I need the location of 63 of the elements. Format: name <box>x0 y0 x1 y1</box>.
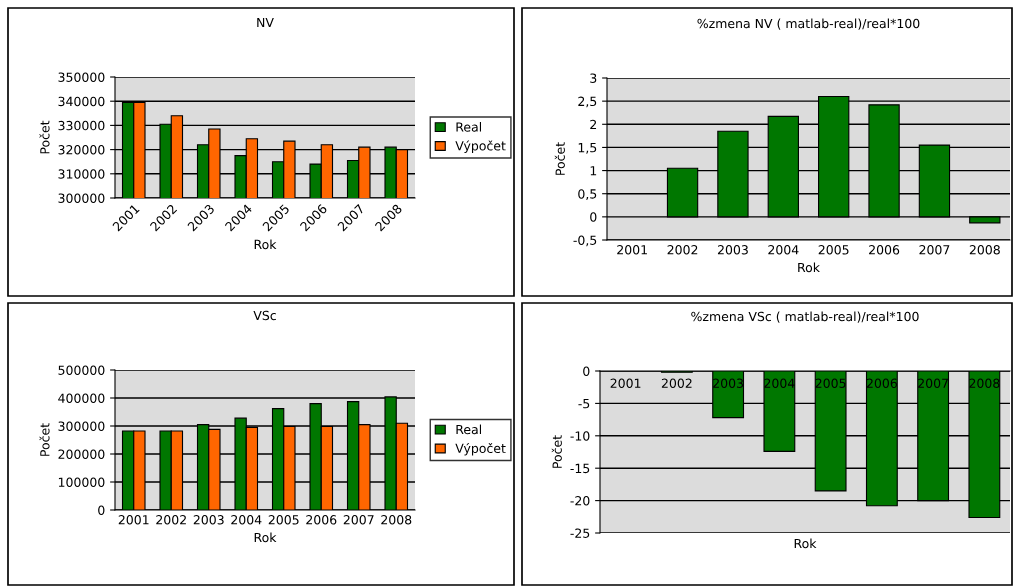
x-tick-label: 2002 <box>661 378 692 388</box>
y-tick-label: 300000 <box>58 193 105 203</box>
chart-title: VSc <box>253 310 276 321</box>
y-axis-title: Počet <box>39 423 50 456</box>
x-tick-label: 2003 <box>717 245 748 255</box>
x-tick-label: 2007 <box>343 515 374 525</box>
legend-label: Real <box>456 424 482 435</box>
x-tick-label: 2006 <box>869 245 900 255</box>
y-tick-label: -20 <box>570 496 590 506</box>
y-tick-label: 350000 <box>58 72 105 82</box>
y-tick-label: 200000 <box>58 449 105 459</box>
chart-title: NV <box>257 17 274 27</box>
x-tick-label: 2007 <box>918 378 948 388</box>
y-tick-label: -5 <box>578 399 590 409</box>
x-axis-title: Rok <box>794 538 817 549</box>
y-tick-label: -0,5 <box>573 235 597 247</box>
y-tick-label: 310000 <box>58 169 105 179</box>
y-axis-title: Počet <box>554 142 565 175</box>
x-axis-title: Rok <box>254 532 277 543</box>
y-tick-label: 400000 <box>58 393 105 403</box>
x-tick-label: 2002 <box>667 245 698 255</box>
x-tick-label: 2007 <box>919 245 950 255</box>
x-tick-label: 2006 <box>866 378 897 388</box>
y-tick-label: 0 <box>583 366 590 376</box>
y-tick-label: -25 <box>570 528 590 538</box>
y-tick-label: 0,5 <box>578 189 597 200</box>
legend-label: Real <box>456 122 482 132</box>
x-tick-label: 2005 <box>268 515 299 525</box>
x-tick-label: 2008 <box>381 515 412 525</box>
x-axis-title: Rok <box>254 239 277 250</box>
y-tick-label: 340000 <box>58 96 105 107</box>
x-tick-label: 2001 <box>118 515 149 525</box>
x-tick-label: 2003 <box>713 378 744 388</box>
x-tick-label: 2001 <box>617 245 647 255</box>
y-tick-label: 3 <box>590 73 597 83</box>
legend-label: Výpočet <box>455 442 506 456</box>
y-axis-title: Počet <box>39 120 50 154</box>
y-tick-label: 100000 <box>58 477 105 487</box>
x-tick-label: 2006 <box>306 515 337 525</box>
y-tick-label: -10 <box>570 431 590 441</box>
y-tick-label: 330000 <box>58 120 105 131</box>
y-tick-label: 0 <box>590 212 597 222</box>
x-tick-label: 2004 <box>768 245 799 255</box>
chart-title: %zmena NV ( matlab-real)/real*100 <box>697 18 920 30</box>
y-axis-title: Počet <box>551 435 562 468</box>
x-tick-label: 2003 <box>193 515 224 525</box>
x-tick-label: 2001 <box>610 378 641 388</box>
x-tick-label: 2004 <box>231 515 262 525</box>
y-tick-label: 1,5 <box>578 143 597 154</box>
legend-label: Výpočet <box>455 140 506 153</box>
y-tick-label: 320000 <box>58 145 105 155</box>
x-axis-title: Rok <box>798 262 820 273</box>
y-tick-label: 2,5 <box>578 96 597 108</box>
y-tick-label: 500000 <box>58 365 105 375</box>
chart-title: %zmena VSc ( matlab-real)/real*100 <box>691 311 919 323</box>
y-tick-label: 2 <box>590 119 597 130</box>
y-tick-label: 1 <box>590 166 597 176</box>
x-tick-label: 2008 <box>969 245 1000 255</box>
y-tick-label: 300000 <box>58 421 105 431</box>
x-tick-label: 2005 <box>818 245 849 255</box>
y-tick-label: -15 <box>570 463 590 474</box>
y-tick-label: 0 <box>98 505 105 515</box>
x-tick-label: 2002 <box>156 515 186 525</box>
